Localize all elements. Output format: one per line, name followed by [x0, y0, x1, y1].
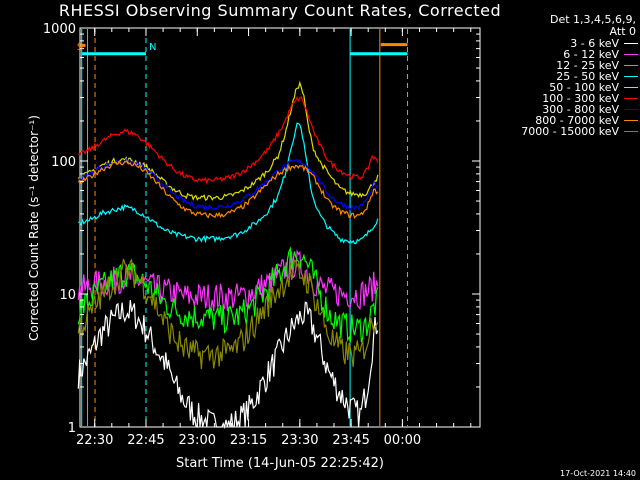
series-line-5	[77, 80, 379, 201]
legend: Det 1,3,4,5,6,9, Att 0 3 - 6 keV 6 - 12 k…	[476, 14, 638, 137]
legend-label: 7000 - 15000 keV	[521, 125, 619, 138]
legend-label: 12 - 25 keV	[556, 59, 619, 72]
axes-ticks: 1 10 100 1000 22:30 22:45 23:00 23:15 23:30 23:45…	[43, 22, 480, 448]
x-tick-label: 22:30	[76, 433, 113, 448]
legend-entry: 50 - 100 keV	[476, 82, 638, 93]
legend-entries: 3 - 6 keV 6 - 12 keV 12 - 25 keV 25 - 50 ke…	[476, 38, 638, 137]
series-line-4	[77, 122, 379, 245]
marker-lines	[81, 29, 409, 426]
x-tick-label: 23:30	[281, 433, 318, 448]
x-tick-label: 23:00	[179, 433, 216, 448]
x-tick-label: 00:00	[384, 433, 421, 448]
legend-swatch	[624, 43, 638, 44]
legend-swatch	[624, 109, 638, 110]
legend-entry: 3 - 6 keV	[476, 38, 638, 49]
legend-swatch	[624, 76, 638, 77]
plot-frame	[79, 27, 481, 428]
y-axis-label: Corrected Count Rate (s⁻¹ detector⁻¹)	[27, 115, 41, 341]
legend-entry: 12 - 25 keV	[476, 60, 638, 71]
series-line-1	[77, 300, 379, 430]
legend-swatch	[624, 131, 638, 132]
legend-swatch	[624, 54, 638, 55]
legend-label: 800 - 7000 keV	[535, 114, 619, 127]
legend-label: 6 - 12 keV	[563, 48, 619, 61]
legend-label: 100 - 300 keV	[542, 92, 619, 105]
series-line-3	[77, 246, 379, 343]
series-line-6	[77, 95, 379, 186]
x-tick-label: 23:15	[230, 433, 267, 448]
legend-swatch	[624, 98, 638, 99]
legend-swatch	[624, 120, 638, 121]
marker-label-n: N	[149, 42, 156, 53]
marker-label-s: S	[77, 42, 83, 53]
legend-header-line-1: Det 1,3,4,5,6,9,	[549, 13, 636, 26]
timestamp: 17-Oct-2021 14:40	[560, 469, 636, 478]
y-tick-label: 10	[59, 288, 76, 303]
series-group	[77, 80, 379, 430]
y-tick-label: 1	[68, 421, 76, 436]
y-tick-label: 100	[51, 155, 76, 170]
x-axis-label: Start Time (14-Jun-05 22:25:42)	[176, 456, 384, 471]
legend-entry: 300 - 800 keV	[476, 104, 638, 115]
chart-title: RHESSI Observing Summary Count Rates, Co…	[58, 1, 502, 20]
legend-entry: 800 - 7000 keV	[476, 115, 638, 126]
legend-label: 3 - 6 keV	[570, 37, 619, 50]
y-tick-label: 1000	[43, 22, 76, 37]
x-tick-label: 22:45	[127, 433, 164, 448]
legend-entry: 6 - 12 keV	[476, 49, 638, 60]
legend-label: 25 - 50 keV	[556, 70, 619, 83]
legend-header-line-2: Att 0	[609, 25, 636, 38]
series-line-9	[77, 258, 379, 369]
series-line-7	[77, 158, 379, 212]
legend-entry: 7000 - 15000 keV	[476, 126, 638, 137]
status-bars	[80, 43, 408, 56]
legend-entry: 100 - 300 keV	[476, 93, 638, 104]
legend-entry: 25 - 50 keV	[476, 71, 638, 82]
legend-swatch	[624, 87, 638, 88]
legend-label: 50 - 100 keV	[549, 81, 619, 94]
legend-label: 300 - 800 keV	[542, 103, 619, 116]
legend-swatch	[624, 65, 638, 66]
series-line-8	[77, 160, 379, 219]
x-tick-label: 23:45	[332, 433, 369, 448]
